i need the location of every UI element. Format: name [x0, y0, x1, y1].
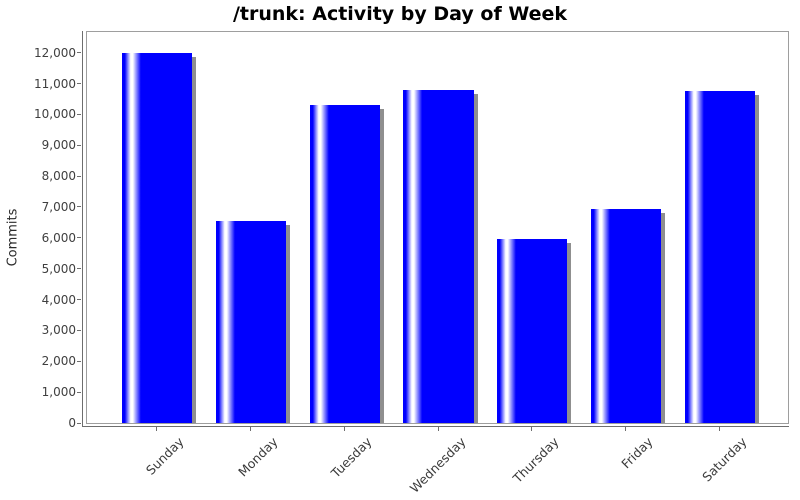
y-axis-tick-mark — [77, 52, 81, 54]
y-axis-tick-label: 3,000 — [41, 323, 76, 338]
x-axis-label-thursday: Thursday — [510, 434, 562, 486]
x-axis-tick-mark — [718, 427, 720, 431]
bar-tuesday — [309, 104, 380, 423]
bar-sunday — [122, 52, 193, 423]
x-axis-tick-mark — [156, 427, 158, 431]
y-axis-tick-mark — [77, 83, 81, 85]
x-axis-label-monday: Monday — [235, 434, 281, 480]
bar-wednesday — [403, 90, 474, 423]
y-axis-tick-mark — [77, 422, 81, 424]
y-axis-tick-label: 1,000 — [41, 385, 76, 400]
x-axis-label-saturday: Saturday — [698, 434, 750, 485]
y-axis-tick-label: 2,000 — [41, 354, 76, 369]
x-axis-tick-mark — [343, 427, 345, 431]
y-axis-tick-mark — [77, 175, 81, 177]
y-axis-line — [82, 31, 83, 427]
y-axis-tick-label: 10,000 — [34, 107, 76, 122]
y-axis-tick-mark — [77, 299, 81, 301]
y-axis-tick-mark — [77, 391, 81, 393]
y-axis-tick-mark — [77, 206, 81, 208]
y-axis-tick-mark — [77, 268, 81, 270]
y-axis-tick-label: 11,000 — [34, 76, 76, 91]
x-axis-label-sunday: Sunday — [143, 434, 187, 478]
y-axis-tick-mark — [77, 360, 81, 362]
bar-thursday — [497, 239, 568, 423]
y-axis-tick-mark — [77, 113, 81, 115]
y-axis-tick-label: 5,000 — [41, 261, 76, 276]
y-axis-tick-label: 7,000 — [41, 199, 76, 214]
bar-monday — [215, 220, 287, 423]
x-axis-tick-mark — [250, 427, 252, 431]
y-axis-tick-label: 4,000 — [41, 292, 76, 307]
plot-area — [86, 31, 789, 424]
y-axis-tick-label: 8,000 — [41, 169, 76, 184]
x-axis-line — [82, 426, 789, 427]
x-axis-tick-mark — [624, 427, 626, 431]
chart-title: /trunk: Activity by Day of Week — [232, 3, 568, 25]
y-axis-tick-label: 9,000 — [41, 138, 76, 153]
y-axis-tick-label: 6,000 — [41, 230, 76, 245]
x-axis-label-wednesday: Wednesday — [406, 434, 469, 496]
x-axis-tick-mark — [437, 427, 439, 431]
x-axis-label-tuesday: Tuesday — [327, 434, 375, 481]
x-axis-label-friday: Friday — [618, 434, 656, 472]
y-axis-tick-label: 0 — [68, 416, 76, 430]
y-axis-tick-mark — [77, 237, 81, 239]
y-axis-tick-mark — [77, 144, 81, 146]
y-axis-tick-label: 12,000 — [34, 45, 76, 60]
x-axis-tick-mark — [531, 427, 533, 431]
y-axis-tick-mark — [77, 329, 81, 331]
bar-friday — [590, 208, 662, 423]
bar-saturday — [684, 90, 755, 423]
